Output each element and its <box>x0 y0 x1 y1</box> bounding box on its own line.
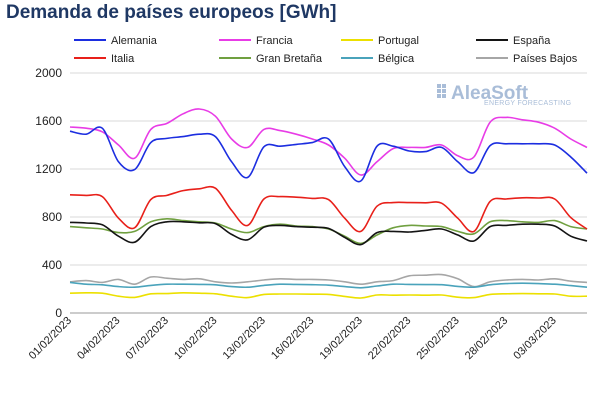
legend-label: Italia <box>111 53 135 65</box>
series-line-paises-bajos <box>69 273 588 288</box>
y-tick-label: 400 <box>42 258 62 272</box>
logo-name: AleaSoft <box>451 83 529 104</box>
x-tick-label: 16/02/2023 <box>269 315 316 362</box>
series-line-italia <box>69 185 588 233</box>
legend-label: Alemania <box>111 35 158 47</box>
y-tick-label: 2000 <box>35 66 62 80</box>
aleasoft-logo: AleaSoft ENERGY FORECASTING <box>437 83 571 107</box>
series-line-alemania <box>69 126 588 183</box>
grid-lines <box>70 72 587 314</box>
x-axis-ticks: 01/02/2023 04/02/2023 07/02/2023 10/02/2023… <box>27 315 559 362</box>
logo-tagline: ENERGY FORECASTING <box>484 100 571 107</box>
legend-label: Francia <box>256 35 294 47</box>
legend-label: Gran Bretaña <box>256 53 323 65</box>
series-lines <box>69 108 588 299</box>
y-axis-ticks: 0 400 800 1200 1600 2000 <box>35 66 62 320</box>
x-tick-label: 22/02/2023 <box>366 315 413 362</box>
legend-label: España <box>513 35 551 47</box>
legend-label: Portugal <box>378 35 419 47</box>
logo-dots <box>437 84 446 98</box>
y-tick-label: 0 <box>55 306 62 320</box>
series-line-gran-bretana <box>69 217 588 245</box>
x-tick-label: 13/02/2023 <box>221 315 268 362</box>
x-tick-label: 07/02/2023 <box>124 315 171 362</box>
y-tick-label: 800 <box>42 210 62 224</box>
x-tick-label: 01/02/2023 <box>27 315 74 362</box>
chart-title: Demanda de países europeos [GWh] <box>6 2 337 23</box>
series-line-portugal <box>69 291 588 299</box>
x-tick-label: 19/02/2023 <box>318 315 365 362</box>
y-tick-label: 1600 <box>35 114 62 128</box>
series-line-espana <box>69 220 588 246</box>
y-tick-label: 1200 <box>35 162 62 176</box>
legend-label: Países Bajos <box>513 53 578 65</box>
x-tick-label: 25/02/2023 <box>414 315 461 362</box>
x-tick-label: 04/02/2023 <box>75 315 122 362</box>
series-line-francia <box>69 108 588 176</box>
legend-label: Bélgica <box>378 53 415 65</box>
legend: Alemania Francia Portugal España Italia Gran … <box>74 35 578 65</box>
x-tick-label: 28/02/2023 <box>463 315 510 362</box>
series-line-belgica <box>69 281 588 289</box>
x-tick-label: 10/02/2023 <box>172 315 219 362</box>
x-tick-label: 03/03/2023 <box>511 315 558 362</box>
